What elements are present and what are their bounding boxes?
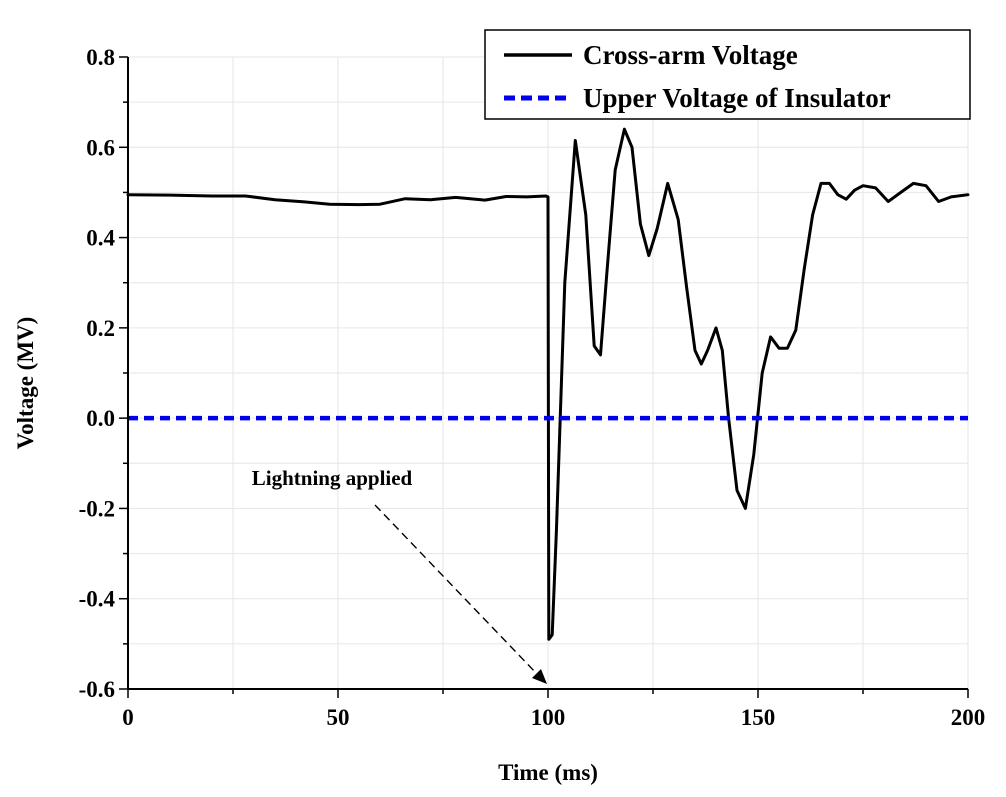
x-tick-label: 50 [327,705,350,730]
y-tick-label: -0.2 [79,496,115,521]
ticks [119,56,969,698]
x-tick-label: 150 [741,705,776,730]
x-axis-label: Time (ms) [498,760,598,785]
legend-box [484,29,971,120]
annotation: Lightning applied [252,466,547,684]
annotation-arrow [374,504,538,675]
tick-labels: 0 50 100 150 200 -0.6 -0.4 -0.2 0.0 0.2 0.4 0.6 0.8 [79,45,986,730]
y-tick-label: 0.8 [86,45,115,70]
y-tick-label: 0.0 [86,406,115,431]
y-tick-label: -0.4 [79,587,116,612]
series-group [126,127,970,641]
y-tick-label: 0.2 [86,316,115,341]
y-tick-label: 0.4 [86,226,115,251]
x-tick-label: 100 [531,705,566,730]
x-tick-label: 200 [951,705,986,730]
y-tick-label: -0.6 [79,677,115,702]
legend-label-cross-arm-voltage: Cross-arm Voltage [583,40,798,70]
legend: Cross-arm Voltage Upper Voltage of Insul… [484,29,971,120]
x-tick-label: 0 [122,705,134,730]
y-axis-label: Voltage (MV) [13,317,38,450]
annotation-arrowhead [532,669,547,684]
y-tick-label: 0.6 [86,135,115,160]
annotation-text: Lightning applied [252,466,413,490]
legend-label-upper-voltage-of-insulator: Upper Voltage of Insulator [583,83,891,113]
series-cross-arm-voltage [126,127,970,641]
